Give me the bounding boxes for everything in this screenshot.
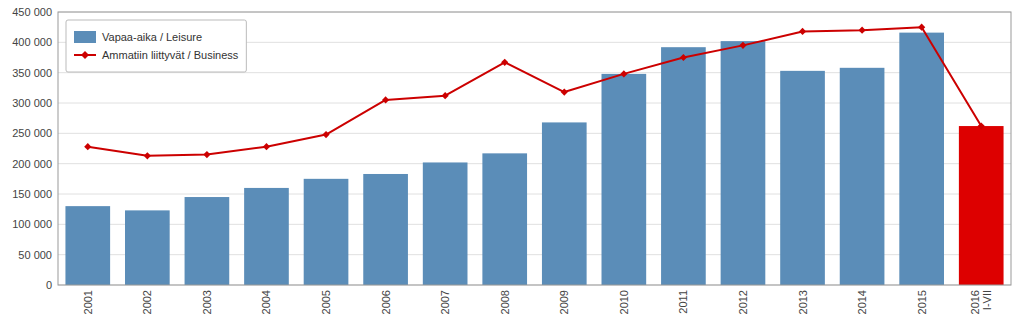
x-tick-label-line: 2009: [558, 290, 570, 314]
line-marker: [799, 28, 806, 35]
line-marker: [918, 24, 925, 31]
grid: [58, 12, 1011, 285]
x-tick-label-line: 2004: [260, 290, 272, 314]
x-tick-label-line: 2010: [618, 290, 630, 314]
x-tick-label-line: 2006: [380, 290, 392, 314]
x-tick-label-line: 2012: [737, 290, 749, 314]
line-marker: [144, 152, 151, 159]
line-marker: [620, 70, 627, 77]
x-tick-label: 2007: [439, 290, 451, 314]
line-marker: [680, 54, 687, 61]
y-tick-label: 400 000: [12, 36, 52, 48]
bar: [185, 197, 230, 285]
x-tick-label: 2012: [737, 290, 749, 314]
plot-frame: [58, 12, 1011, 285]
line-marker: [739, 42, 746, 49]
y-tick-label: 0: [46, 279, 52, 291]
bar: [482, 153, 527, 285]
line-marker: [84, 143, 91, 150]
x-tick-label: 2006: [380, 290, 392, 314]
line-marker: [322, 131, 329, 138]
x-tick-label: 2001: [82, 290, 94, 314]
y-tick-label: 250 000: [12, 127, 52, 139]
bar: [244, 188, 289, 285]
bar: [65, 206, 110, 285]
line-marker: [561, 88, 568, 95]
x-tick-label: 2013: [797, 290, 809, 314]
x-tick-label: 2004: [260, 290, 272, 314]
legend-swatch: [74, 31, 96, 43]
bar: [840, 68, 885, 285]
x-tick-label: 2005: [320, 290, 332, 314]
line-marker: [858, 27, 865, 34]
legend: Vapaa-aika / Leisure Ammatiin liittyvät /…: [66, 20, 246, 72]
line-marker: [263, 143, 270, 150]
x-tick-label-line: 2015: [916, 290, 928, 314]
x-tick-label-line: 2008: [499, 290, 511, 314]
bar: [304, 179, 349, 285]
x-tick-label-line: 2003: [201, 290, 213, 314]
x-tick-label: 2010: [618, 290, 630, 314]
bar: [423, 162, 468, 285]
bar: [959, 126, 1004, 285]
bar: [899, 33, 944, 285]
x-tick-label-line: 2002: [141, 290, 153, 314]
y-tick-label: 450 000: [12, 6, 52, 18]
x-tick-label: 2014: [856, 290, 868, 314]
bar: [125, 210, 170, 285]
x-tick-label-line: 2005: [320, 290, 332, 314]
x-tick-label-line: 2016: [969, 290, 981, 314]
legend-box: [66, 20, 246, 72]
legend-label: Vapaa-aika / Leisure: [102, 31, 202, 43]
y-tick-label: 50 000: [18, 249, 52, 261]
x-tick-label: 2003: [201, 290, 213, 314]
y-tick-label: 200 000: [12, 158, 52, 170]
line-marker: [978, 122, 985, 129]
line-marker: [203, 151, 210, 158]
x-tick-label: 2002: [141, 290, 153, 314]
y-tick-label: 300 000: [12, 97, 52, 109]
bar: [602, 74, 647, 285]
x-tick-label-line: 2001: [82, 290, 94, 314]
x-tick-label-line: 2014: [856, 290, 868, 314]
line-marker: [442, 92, 449, 99]
x-tick-label: 2016I-VII: [969, 290, 993, 314]
x-tick-label-line: 2013: [797, 290, 809, 314]
line-marker: [501, 59, 508, 66]
legend-label: Ammatiin liittyvät / Business: [102, 49, 239, 61]
x-tick-label: 2011: [677, 290, 689, 314]
x-tick-label-line: I-VII: [981, 290, 993, 310]
legend-swatch-marker: [81, 51, 89, 59]
y-tick-label: 350 000: [12, 67, 52, 79]
line-marker: [382, 96, 389, 103]
page: {"chart_data": {"type": "bar", "categori…: [0, 0, 1023, 331]
x-tick-label: 2015: [916, 290, 928, 314]
x-tick-label: 2009: [558, 290, 570, 314]
bar: [721, 41, 766, 285]
y-tick-label: 100 000: [12, 218, 52, 230]
bar: [661, 47, 706, 285]
bar: [780, 71, 825, 285]
bar: [542, 122, 587, 285]
bar: [363, 174, 408, 285]
chart: 0 50 000 100 000 150 000 200 000 250 000 300 0…: [0, 0, 1023, 331]
x-tick-label: 2008: [499, 290, 511, 314]
x-tick-label-line: 2007: [439, 290, 451, 314]
y-tick-label: 150 000: [12, 188, 52, 200]
x-tick-label-line: 2011: [677, 290, 689, 314]
